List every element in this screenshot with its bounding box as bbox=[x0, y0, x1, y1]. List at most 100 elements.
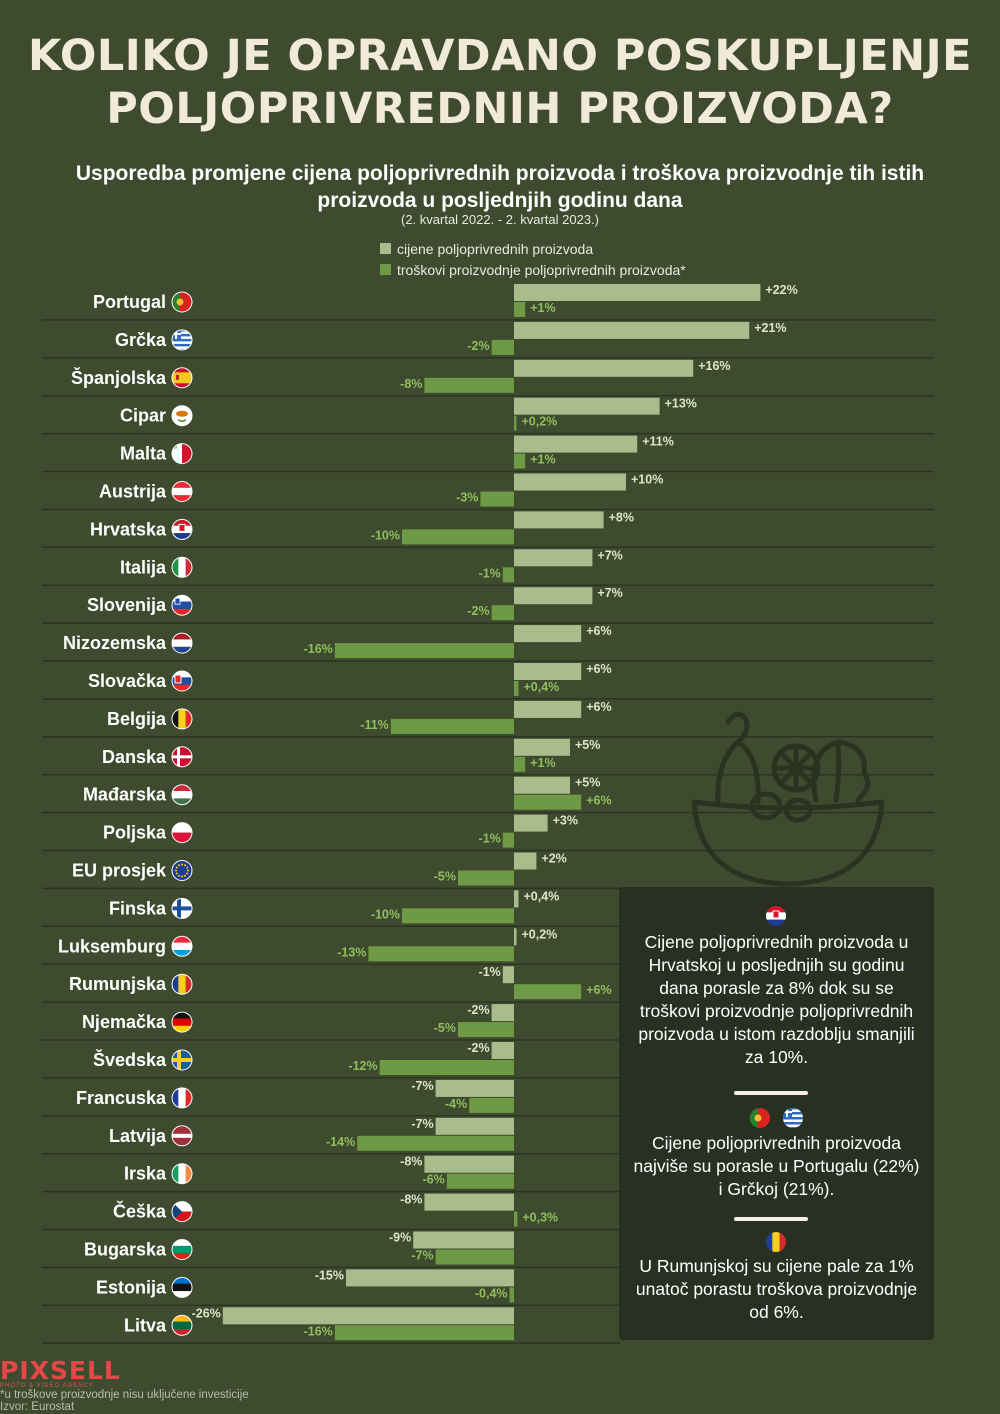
malta-flag-icon bbox=[171, 443, 193, 465]
page-title: KOLIKO JE OPRAVDANO POSKUPLJENJE POLJOPR… bbox=[0, 30, 1000, 136]
category-label: Austrija bbox=[99, 482, 167, 502]
legend-item-cost: troškovi proizvodnje poljoprivrednih pro… bbox=[380, 259, 686, 280]
price-value-label: +22% bbox=[765, 283, 797, 297]
price-bar bbox=[424, 1193, 514, 1211]
chart-row: Slovenija +7% -2% bbox=[42, 584, 934, 621]
price-value-label: -7% bbox=[411, 1079, 433, 1093]
title-line-2: POLJOPRIVREDNIH PROIZVODA? bbox=[106, 84, 894, 134]
price-bar bbox=[514, 928, 517, 946]
price-value-label: +21% bbox=[754, 321, 786, 335]
chart-row: Mađarska +5% +6% bbox=[42, 773, 934, 810]
chart-row: Portugal +22% +1% bbox=[93, 283, 798, 317]
subtitle-line-2: proizvoda u posljednjih godinu dana bbox=[317, 189, 683, 212]
cost-value-label: -14% bbox=[326, 1135, 355, 1149]
price-bar bbox=[413, 1231, 514, 1249]
chart-row: Češka -8% +0,3% bbox=[42, 1190, 934, 1227]
vegetable-bowl-icon bbox=[691, 711, 885, 887]
chart-row: Bugarska -9%-7% bbox=[42, 1228, 934, 1265]
cost-value-label: -2% bbox=[467, 604, 489, 618]
price-value-label: +5% bbox=[575, 776, 600, 790]
eu-flag-icon bbox=[171, 860, 193, 881]
cost-bar bbox=[514, 1211, 518, 1227]
chart-row: Poljska +3% -1% bbox=[42, 811, 934, 848]
cost-value-label: +0,2% bbox=[522, 415, 558, 429]
chart-row: Grčka +21% -2% bbox=[42, 319, 934, 355]
cost-value-label: -7% bbox=[411, 1249, 433, 1263]
greece-flag-icon bbox=[783, 1108, 803, 1128]
price-bar bbox=[502, 966, 514, 984]
bulgaria-flag-icon bbox=[171, 1239, 193, 1260]
cost-value-label: -5% bbox=[434, 870, 456, 884]
price-bar bbox=[514, 814, 548, 832]
cost-bar bbox=[402, 529, 514, 545]
cost-value-label: +1% bbox=[530, 453, 555, 467]
footnote: *u troškove proizvodnje nisu uključene i… bbox=[0, 1389, 249, 1401]
category-label: Hrvatska bbox=[90, 519, 167, 539]
cost-value-label: -1% bbox=[479, 566, 501, 580]
category-label: Latvija bbox=[109, 1126, 167, 1146]
cost-value-label: -3% bbox=[456, 491, 478, 505]
category-label: Cipar bbox=[120, 406, 166, 426]
pixsell-logo: PIXSELL bbox=[0, 1356, 121, 1385]
price-bar bbox=[514, 587, 593, 605]
subtitle: Usporedba promjene cijena poljoprivredni… bbox=[40, 160, 960, 214]
category-label: Danska bbox=[102, 747, 167, 767]
lithuania-flag-icon bbox=[171, 1314, 193, 1336]
source: Izvor: Eurostat bbox=[0, 1401, 75, 1413]
finland-flag-icon bbox=[171, 897, 193, 919]
price-value-label: +10% bbox=[631, 473, 663, 487]
price-bar bbox=[514, 700, 582, 718]
price-value-label: -2% bbox=[467, 1041, 489, 1055]
cost-value-label: -0,4% bbox=[475, 1286, 508, 1300]
cost-bar bbox=[509, 1287, 514, 1303]
cost-value-label: -8% bbox=[400, 377, 422, 391]
latvia-flag-icon bbox=[171, 1125, 193, 1147]
price-bar bbox=[514, 473, 626, 491]
price-value-label: +8% bbox=[609, 510, 634, 524]
chart-row: Luksemburg +0,2% -13% bbox=[42, 925, 934, 962]
price-value-label: -8% bbox=[400, 1193, 422, 1207]
hungary-flag-icon bbox=[171, 784, 193, 806]
category-label: EU prosjek bbox=[72, 861, 167, 881]
info-text-croatia: Cijene poljoprivrednih proizvoda u Hrvat… bbox=[638, 932, 915, 1067]
cost-value-label: -16% bbox=[304, 642, 333, 656]
price-bar bbox=[514, 776, 570, 794]
cost-value-label: +6% bbox=[586, 983, 611, 997]
cost-value-label: -6% bbox=[423, 1173, 445, 1187]
cost-bar bbox=[334, 1325, 514, 1341]
cost-bar bbox=[446, 1173, 514, 1189]
cost-value-label: -1% bbox=[479, 832, 501, 846]
category-label: Finska bbox=[109, 898, 167, 918]
cost-value-label: -13% bbox=[337, 945, 366, 959]
category-label: Italija bbox=[120, 557, 167, 577]
cost-bar bbox=[480, 491, 514, 507]
cost-bar bbox=[514, 794, 582, 810]
chart-row: EU prosjek +2% -5% bbox=[42, 849, 934, 886]
price-bar bbox=[514, 738, 570, 756]
info-divider-1 bbox=[734, 1091, 808, 1095]
cost-bar bbox=[379, 1060, 514, 1075]
chart-row: Nizozemska +6% -16% bbox=[42, 622, 934, 659]
price-value-label: -9% bbox=[389, 1231, 411, 1245]
cost-value-label: +1% bbox=[530, 301, 555, 315]
netherlands-flag-icon bbox=[171, 632, 193, 654]
cost-value-label: -2% bbox=[467, 339, 489, 353]
portugal-flag-icon bbox=[171, 291, 193, 313]
chart-row: Hrvatska +8% -10% bbox=[42, 508, 934, 545]
category-label: Poljska bbox=[103, 823, 167, 843]
romania-flag-icon bbox=[171, 973, 193, 995]
category-label: Irska bbox=[124, 1164, 167, 1184]
slovenia-flag-icon bbox=[171, 594, 193, 616]
price-bar bbox=[514, 663, 582, 680]
portugal-flag-icon bbox=[750, 1108, 770, 1128]
chart-row: Belgija +6% -11% bbox=[42, 698, 934, 734]
info-box: Cijene poljoprivrednih proizvoda u Hrvat… bbox=[619, 887, 934, 1340]
cost-bar bbox=[424, 377, 514, 393]
category-label: Litva bbox=[124, 1315, 167, 1335]
price-bar bbox=[514, 321, 750, 339]
period-text: (2. kvartal 2022. - 2. kvartal 2023.) bbox=[401, 212, 599, 227]
category-label: Slovenija bbox=[87, 595, 167, 615]
price-bar bbox=[424, 1155, 514, 1173]
price-value-label: -26% bbox=[192, 1306, 221, 1320]
chart-row: Cipar +13% +0,2% bbox=[42, 394, 934, 431]
